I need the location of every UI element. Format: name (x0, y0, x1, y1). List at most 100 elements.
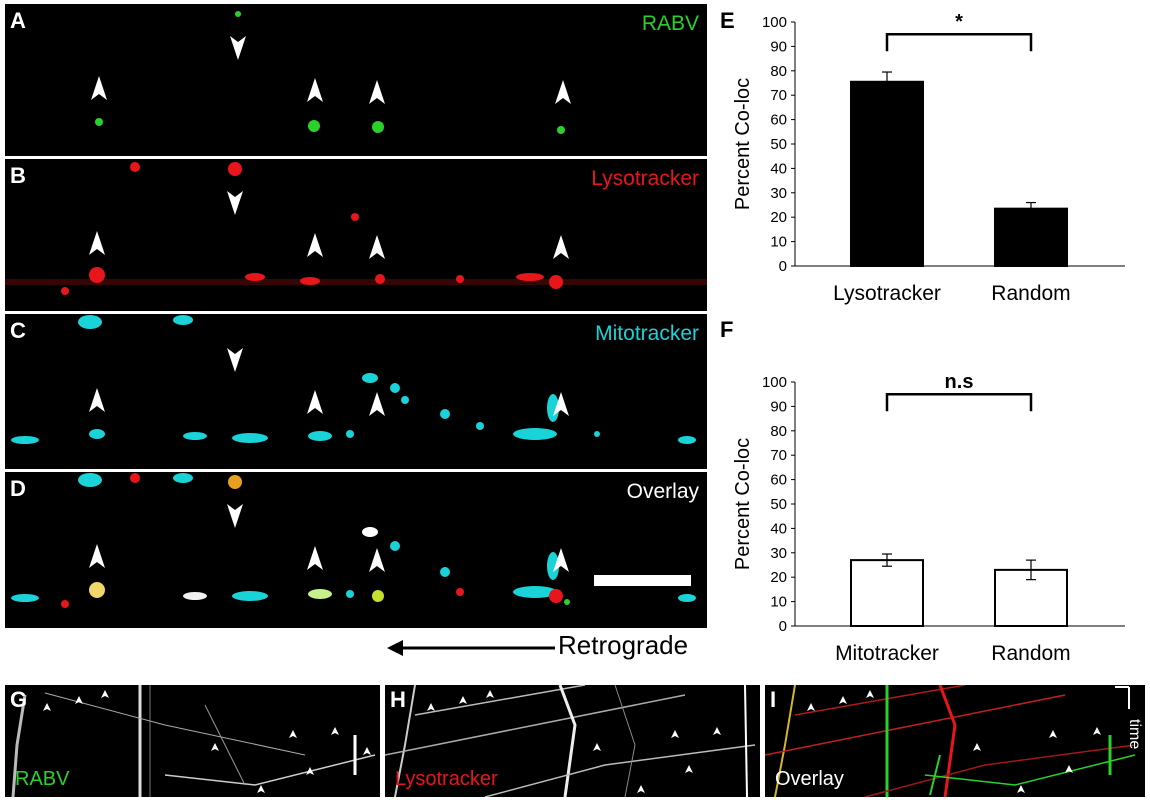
arrowhead-icon (486, 690, 494, 698)
panel-b-lysotracker-image: B Lysotracker (5, 159, 707, 311)
panel-label-d: D (10, 476, 26, 501)
arrowhead-icon (1065, 765, 1073, 773)
arrowhead-icon (555, 80, 571, 104)
y-tick-label: 90 (770, 398, 787, 415)
y-tick-label: 20 (770, 209, 787, 226)
arrowhead-icon (807, 703, 815, 711)
arrowhead-icon (91, 76, 107, 100)
arrowhead-icon (1017, 785, 1025, 793)
arrowhead-icon (369, 80, 385, 104)
kymograph-h-channel-label: Lysotracker (395, 768, 498, 790)
y-tick-label: 40 (770, 520, 787, 537)
y-tick-label: 80 (770, 423, 787, 440)
channel-label-mitotracker: Mitotracker (595, 322, 699, 345)
y-tick-label: 10 (770, 594, 787, 611)
panel-label-h: H (390, 687, 406, 712)
y-tick-label: 70 (770, 447, 787, 464)
bar-mitotracker (850, 559, 924, 627)
y-tick-label: 80 (770, 63, 787, 80)
panel-label-f: F (720, 317, 734, 342)
arrowhead-icon (685, 765, 693, 773)
arrowhead-icon (307, 78, 323, 102)
panel-d-puncta (11, 473, 696, 608)
panel-label-e: E (720, 8, 735, 33)
channel-label-lysotracker: Lysotracker (591, 167, 699, 190)
arrowhead-icon (227, 504, 243, 528)
y-tick-label: 60 (770, 472, 787, 489)
category-label: Random (991, 282, 1070, 305)
arrowhead-icon (227, 191, 243, 215)
kymograph-g-channel-label: RABV (15, 768, 70, 790)
y-tick-label: 0 (779, 258, 787, 275)
y-tick-label: 50 (770, 496, 787, 513)
chart-f-colocalization-mitotracker: 0 10 20 30 40 50 60 70 80 90 100 Percent Co-loc Mito… (732, 371, 1125, 665)
retrograde-label: Retrograde (558, 630, 689, 660)
significance-bracket (885, 32, 1033, 52)
arrowhead-icon (973, 743, 981, 751)
arrowhead-icon (227, 348, 243, 372)
category-label: Random (991, 642, 1070, 665)
arrowhead-icon (1049, 730, 1057, 738)
panel-d-overlay-image: D Overlay (5, 472, 707, 628)
arrowhead-icon (637, 785, 645, 793)
y-tick-label: 40 (770, 160, 787, 177)
arrowhead-icon (369, 392, 385, 416)
kymograph-i-channel-label: Overlay (775, 768, 844, 790)
arrowhead-icon (331, 727, 339, 735)
y-tick-label: 10 (770, 234, 787, 251)
arrowhead-icon (1093, 727, 1101, 735)
channel-label-overlay: Overlay (626, 480, 699, 503)
arrowhead-icon (101, 690, 109, 698)
significance-bracket (885, 392, 1033, 412)
arrowhead-icon (713, 727, 721, 735)
arrowhead-icon (839, 696, 847, 704)
arrowhead-icon (307, 390, 323, 414)
y-tick-label: 0 (779, 618, 787, 635)
y-tick-label: 20 (770, 569, 787, 586)
arrowhead-icon (363, 747, 371, 755)
arrowhead-icon (89, 388, 105, 412)
panel-c-puncta (11, 315, 696, 444)
arrowhead-icon (211, 743, 219, 751)
arrowhead-icon (307, 546, 323, 570)
bar-lysotracker (850, 80, 924, 267)
panel-label-g: G (10, 687, 28, 712)
panel-a-puncta (91, 11, 571, 134)
panel-b-puncta (5, 162, 707, 295)
arrowhead-icon (89, 231, 105, 255)
y-axis-label: Percent Co-loc (732, 78, 754, 210)
arrowhead-icon (553, 548, 569, 572)
y-tick-label: 30 (770, 545, 787, 562)
arrowhead-icon (671, 730, 679, 738)
arrowhead-icon (307, 233, 323, 257)
arrowhead-icon (369, 235, 385, 259)
y-tick-label: 100 (762, 374, 787, 391)
kymograph-g-traces (11, 685, 376, 797)
panel-a-rabv-image: A RABV (5, 4, 707, 156)
arrowhead-icon (369, 548, 385, 572)
arrowhead-icon (553, 235, 569, 259)
significance-label: * (955, 11, 963, 33)
arrowhead-icon (43, 703, 51, 711)
kymograph-g-rabv: G RABV (5, 685, 380, 797)
arrowhead-icon (89, 544, 105, 568)
arrowhead-icon (427, 703, 435, 711)
arrowhead-icon (289, 730, 297, 738)
arrowhead-icon (459, 696, 467, 704)
panel-label-a: A (10, 8, 26, 33)
kymograph-i-overlay: I Overlay time (765, 685, 1145, 797)
y-tick-label: 100 (762, 14, 787, 31)
y-tick-label: 30 (770, 185, 787, 202)
arrowhead-icon (593, 743, 601, 751)
category-label: Lysotracker (833, 282, 941, 305)
kymograph-h-traces (385, 685, 756, 797)
retrograde-arrow-icon (387, 640, 555, 656)
y-axis-label: Percent Co-loc (732, 438, 754, 570)
panel-label-i: I (770, 687, 777, 712)
y-tick-label: 90 (770, 38, 787, 55)
arrowhead-icon (866, 690, 874, 698)
arrowhead-icon (553, 392, 569, 416)
kymograph-h-lysotracker: H Lysotracker (385, 685, 760, 797)
chart-e-colocalization-lysotracker: 0 10 20 30 40 50 60 70 80 90 100 Percent Co-loc Lyso… (732, 11, 1125, 305)
bar-random (994, 207, 1068, 268)
